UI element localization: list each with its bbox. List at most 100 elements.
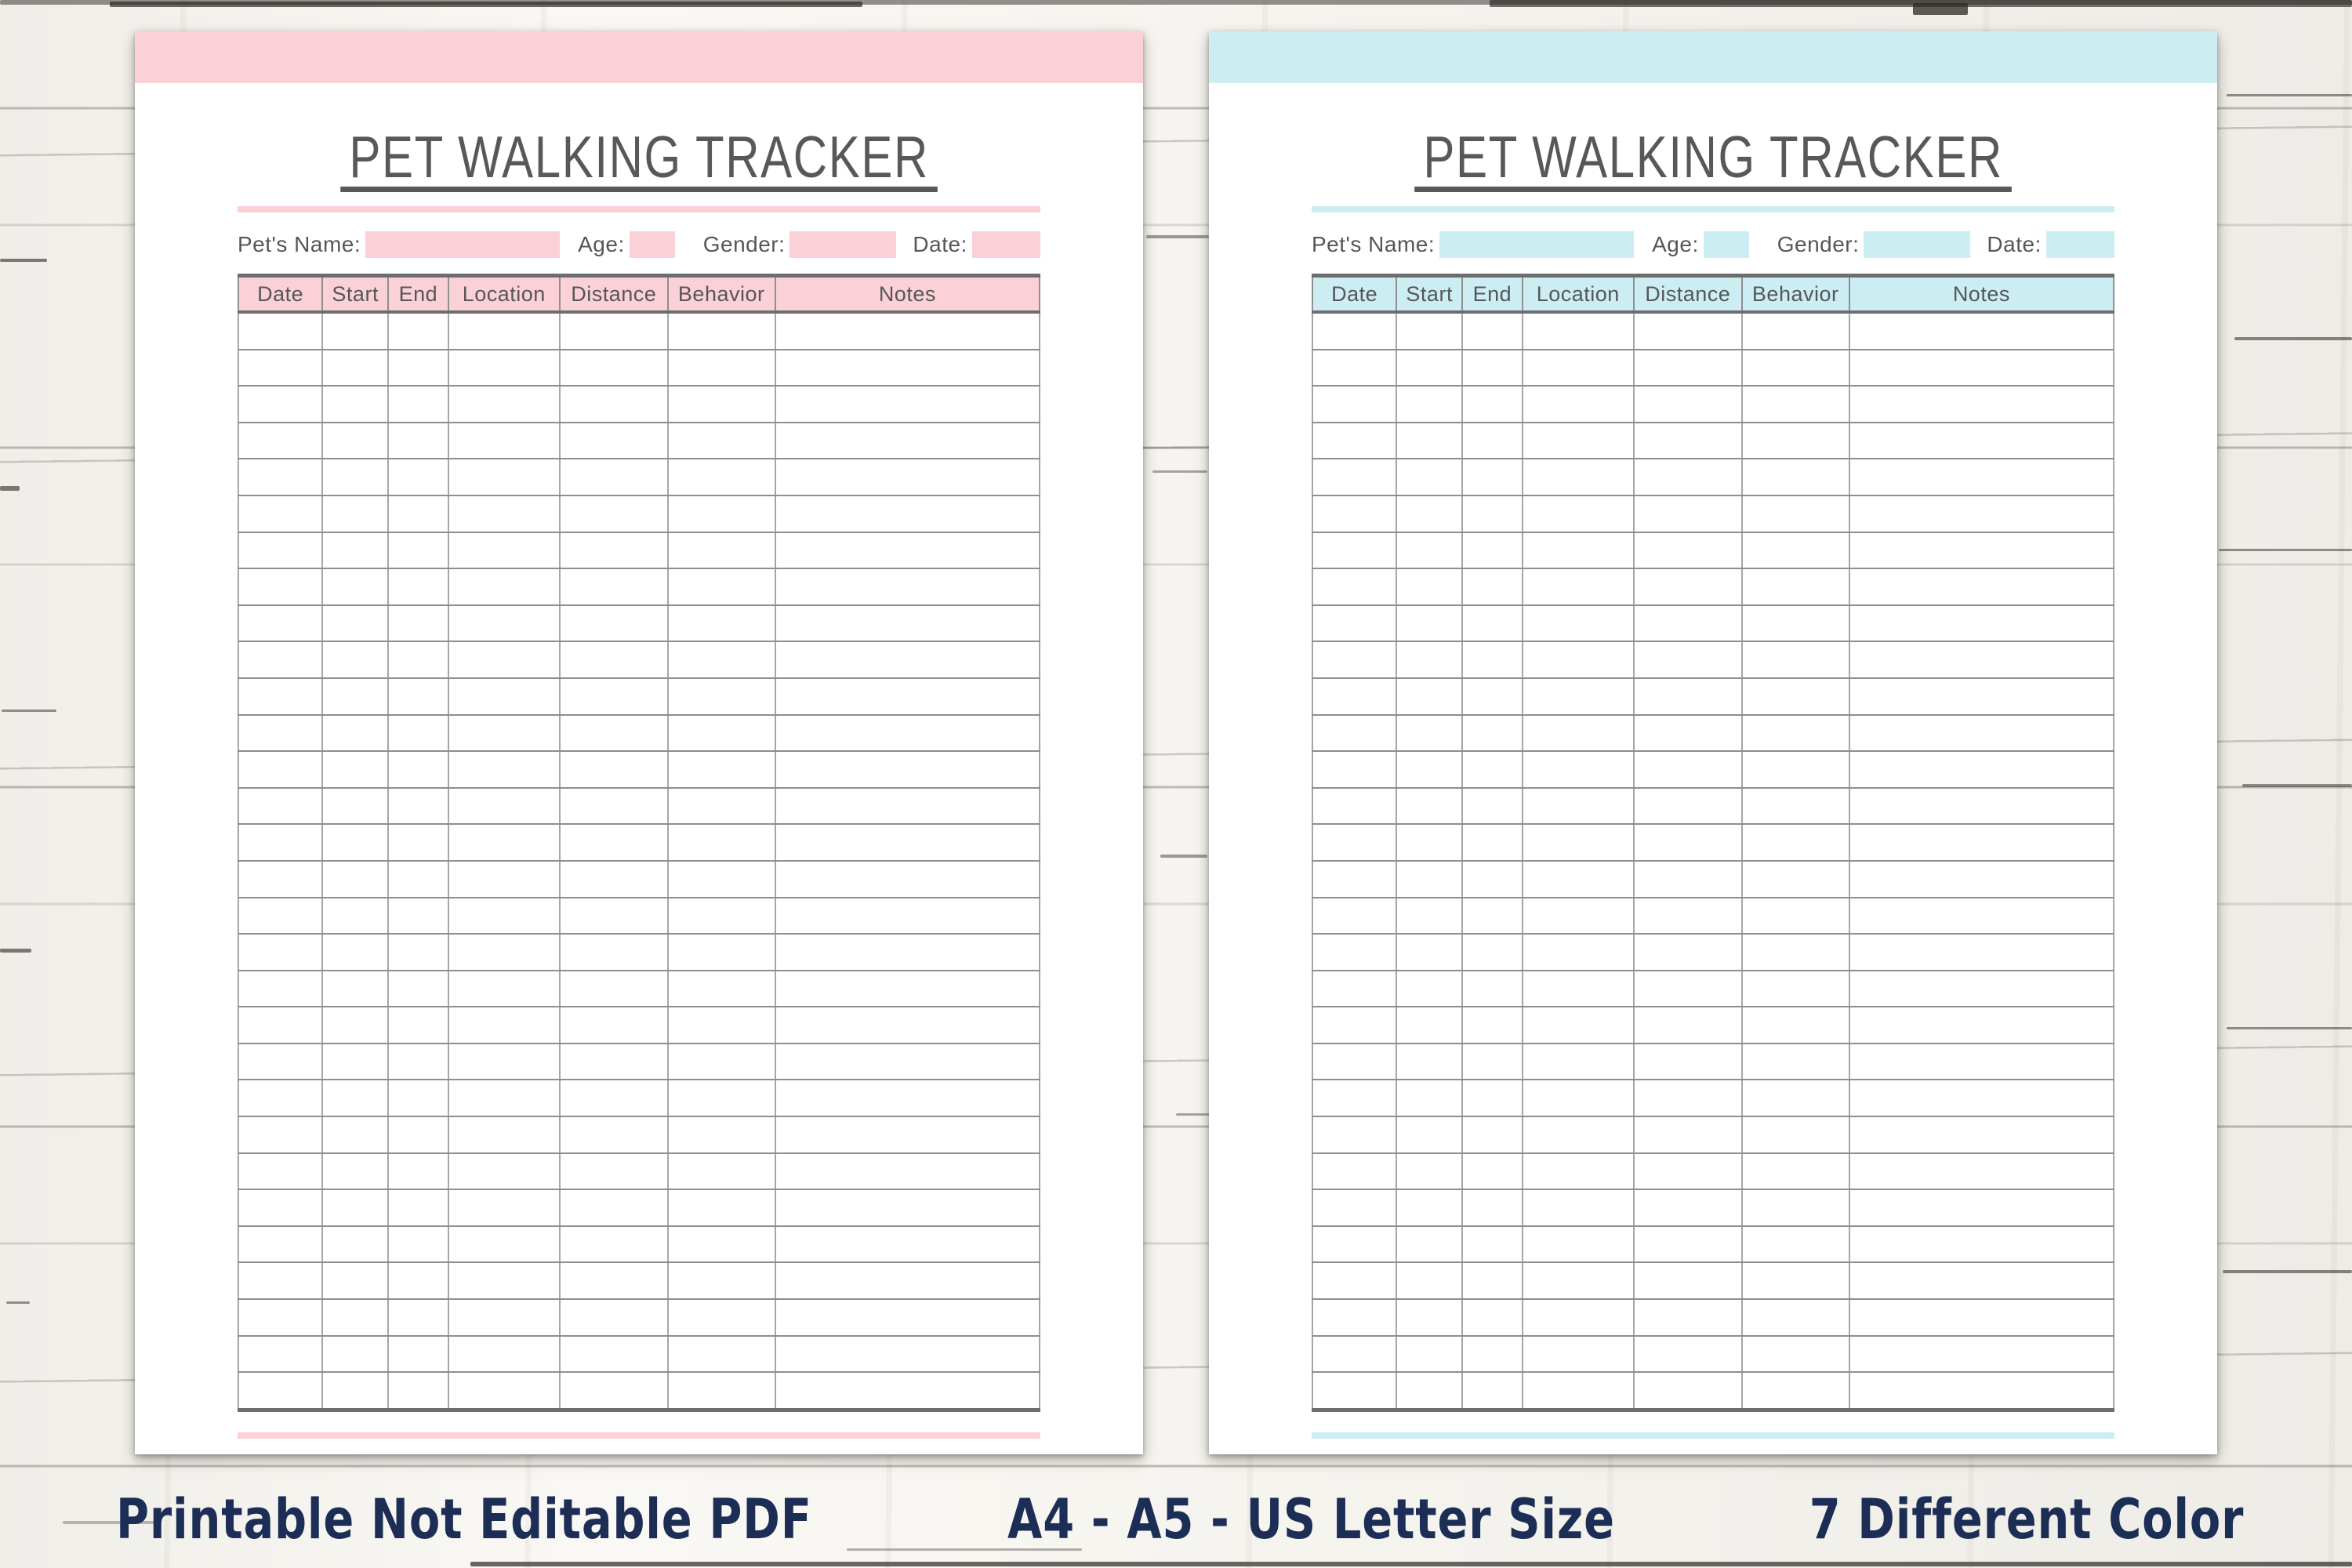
empty-cell — [321, 1189, 390, 1227]
texture-mark — [2219, 549, 2352, 551]
empty-cell — [447, 677, 561, 716]
empty-cell — [1848, 859, 2115, 898]
empty-cell — [1396, 421, 1464, 460]
column-header-end: End — [1461, 275, 1523, 314]
empty-cell — [1396, 1189, 1464, 1227]
empty-cell — [1740, 568, 1850, 606]
empty-cell — [1311, 677, 1398, 716]
texture-mark — [0, 259, 47, 262]
empty-cell — [1461, 1225, 1523, 1264]
empty-cell — [1848, 896, 2115, 935]
table-row — [237, 1334, 1041, 1374]
empty-cell — [1461, 786, 1523, 826]
age-label: Age: — [578, 232, 625, 256]
empty-cell — [387, 1079, 449, 1118]
empty-cell — [558, 458, 669, 496]
empty-cell — [1521, 1334, 1635, 1374]
pets-name-field — [365, 231, 561, 258]
empty-cell — [1632, 1334, 1743, 1374]
empty-cell — [1740, 311, 1850, 350]
empty-cell — [1396, 1371, 1464, 1411]
empty-cell — [1848, 1116, 2115, 1154]
pets-name-label: Pet's Name: — [1312, 232, 1436, 256]
empty-cell — [1311, 421, 1398, 460]
empty-cell — [1461, 421, 1523, 460]
empty-cell — [321, 604, 390, 643]
empty-cell — [666, 1006, 776, 1044]
empty-cell — [1461, 1261, 1523, 1301]
empty-cell — [774, 421, 1041, 460]
texture-mark — [2223, 1270, 2352, 1273]
empty-cell — [321, 786, 390, 826]
empty-cell — [1740, 933, 1850, 971]
texture-mark — [6, 1301, 30, 1304]
empty-cell — [1848, 348, 2115, 387]
empty-cell — [1632, 1261, 1743, 1301]
empty-cell — [387, 494, 449, 533]
empty-cell — [1521, 421, 1635, 460]
pet-info-row: Pet's Name: Age: Gender: Date: — [238, 231, 1040, 258]
empty-cell — [774, 969, 1041, 1008]
table-row — [1311, 1152, 2115, 1191]
empty-cell — [447, 311, 561, 350]
empty-cell — [321, 1298, 390, 1337]
empty-cell — [237, 859, 324, 898]
empty-cell — [1396, 311, 1464, 350]
empty-cell — [1632, 1116, 1743, 1154]
empty-cell — [1461, 348, 1523, 387]
empty-cell — [1740, 604, 1850, 643]
empty-cell — [1521, 458, 1635, 496]
empty-cell — [1632, 494, 1743, 533]
empty-cell — [1848, 1371, 2115, 1411]
empty-cell — [1311, 786, 1398, 826]
empty-cell — [774, 531, 1041, 570]
empty-cell — [1740, 1116, 1850, 1154]
empty-cell — [1740, 1298, 1850, 1337]
empty-cell — [1461, 458, 1523, 496]
empty-cell — [387, 859, 449, 898]
empty-cell — [558, 969, 669, 1008]
empty-cell — [447, 641, 561, 679]
empty-cell — [1521, 1371, 1635, 1411]
empty-cell — [1311, 348, 1398, 387]
empty-cell — [774, 1042, 1041, 1081]
empty-cell — [666, 750, 776, 789]
empty-cell — [1396, 786, 1464, 826]
caption-color-count: 7 Different Color — [1809, 1487, 2244, 1552]
empty-cell — [1632, 896, 1743, 935]
empty-cell — [447, 1189, 561, 1227]
empty-cell — [774, 604, 1041, 643]
empty-cell — [774, 1371, 1041, 1411]
walking-log-table: Date Start End Location Distance Behavior Note… — [237, 274, 1041, 1412]
empty-cell — [447, 494, 561, 533]
empty-cell — [1521, 1189, 1635, 1227]
empty-cell — [666, 786, 776, 826]
column-header-end: End — [387, 275, 448, 314]
age-field — [1703, 231, 1749, 258]
empty-cell — [387, 786, 449, 826]
table-row — [237, 1079, 1041, 1118]
date-field — [2045, 231, 2114, 258]
texture-mark — [2227, 1027, 2352, 1029]
gender-label: Gender: — [702, 232, 786, 256]
empty-cell — [1848, 568, 2115, 606]
empty-cell — [321, 1371, 390, 1411]
empty-cell — [1632, 531, 1743, 570]
empty-cell — [447, 348, 561, 387]
empty-cell — [1521, 823, 1635, 862]
empty-cell — [1632, 348, 1743, 387]
empty-cell — [666, 1152, 776, 1191]
table-row — [1311, 421, 2115, 460]
empty-cell — [1396, 1225, 1464, 1264]
empty-cell — [558, 1189, 669, 1227]
empty-cell — [1311, 385, 1398, 423]
empty-cell — [1848, 494, 2115, 533]
empty-cell — [1848, 311, 2115, 350]
empty-cell — [237, 1042, 324, 1081]
table-row — [1311, 1042, 2115, 1081]
empty-cell — [558, 933, 669, 971]
column-header-notes: Notes — [1848, 275, 2114, 314]
empty-cell — [774, 713, 1041, 753]
empty-cell — [666, 1261, 776, 1301]
table-row — [1311, 531, 2115, 570]
